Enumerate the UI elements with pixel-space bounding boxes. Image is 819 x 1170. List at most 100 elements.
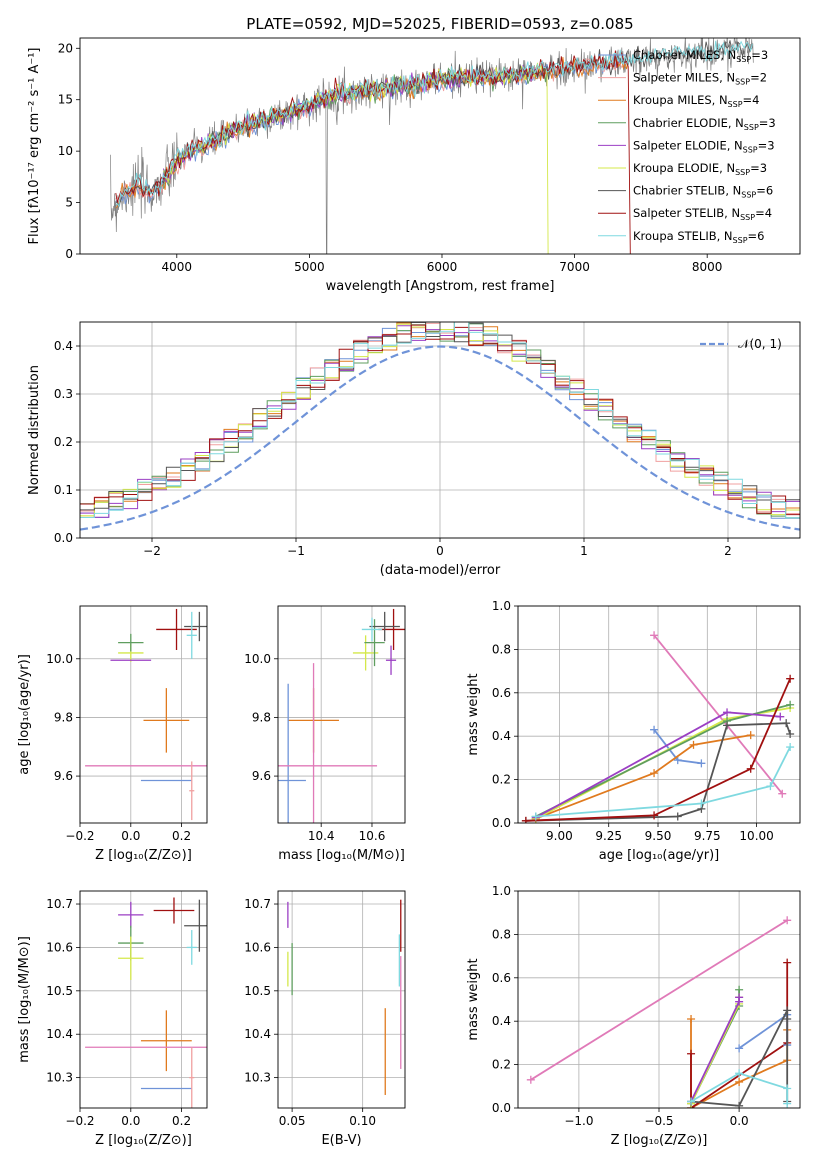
errorbar-point-salpeter_elodie [385, 645, 397, 675]
residual-histogram-kroupa_stelib [80, 322, 800, 519]
y-tick-label: 10.5 [46, 984, 73, 998]
y-tick-label: 0.4 [54, 339, 73, 353]
legend-subscript: SSP [741, 191, 756, 200]
y-tick-label: 5 [65, 196, 73, 210]
residual-histogram-salpeter_stelib [80, 324, 800, 516]
x-tick-label: 1 [580, 544, 588, 558]
series-marker-salpeter_elodie [735, 993, 744, 1002]
x-tick-label: 9.25 [595, 829, 622, 843]
series-line-chabrier_miles [738, 1012, 789, 1050]
legend-subscript: SSP [740, 213, 755, 222]
series-line-kroupa_stelib [535, 746, 791, 818]
x-tick-label: 9.00 [546, 829, 573, 843]
legend-subscript: SSP [744, 123, 759, 132]
series-marker-kroupa_stelib [697, 799, 706, 808]
legend-suffix: =4 [755, 206, 772, 220]
legend-text: Kroupa STELIB, N [633, 229, 733, 243]
y-tick-label: 1.0 [492, 599, 511, 613]
legend-text: Kroupa ELODIE, N [633, 161, 735, 175]
series-line-kroupa_miles [535, 734, 751, 820]
y-tick-label: 10.6 [244, 940, 271, 954]
series-marker-salpeter_stelib [783, 958, 792, 967]
x-tick-label: 10.4 [308, 829, 335, 843]
y-tick-label: 0.4 [492, 729, 511, 743]
errorbar-point-salpeter_miles [189, 761, 195, 821]
series-marker-kroupa_miles [687, 1015, 696, 1024]
x-tick-label: 8000 [692, 260, 723, 274]
x-tick-label: 0.10 [349, 1114, 376, 1128]
x-tick-label: 5000 [294, 260, 325, 274]
legend-entry-kroupa_miles: Kroupa MILES, NSSP=4 [633, 93, 759, 109]
series-marker-kroupa_stelib [766, 782, 775, 791]
legend-text: Salpeter MILES, N [633, 71, 735, 85]
legend-subscript: SSP [736, 55, 751, 64]
legend-suffix: =4 [743, 93, 760, 107]
series-marker-chabrier_miles [735, 1044, 744, 1053]
y-tick-label: 10 [58, 144, 73, 158]
errorbar-point-kroupa_elodie [118, 936, 144, 980]
y-tick-label: 20 [58, 41, 73, 55]
x-axis-label: wavelength [Angstrom, rest frame] [326, 279, 555, 294]
massweight_vs_age-plot-area [521, 631, 795, 823]
series-marker-pink [650, 631, 659, 640]
y-tick-label: 0.2 [492, 1058, 511, 1072]
series-marker-salpeter_stelib [746, 764, 755, 773]
series-marker-chabrier_stelib [673, 812, 682, 821]
x-tick-label: 0.2 [172, 829, 191, 843]
legend-entry-kroupa_stelib: Kroupa STELIB, NSSP=6 [633, 229, 764, 245]
x-axis-label: mass [log₁₀(M/M⊙)] [278, 848, 405, 863]
y-tick-label: 10.5 [244, 984, 271, 998]
x-tick-label: 0.0 [121, 829, 140, 843]
errorbar-point-kroupa_stelib [186, 930, 197, 965]
errorbar-point-salpeter_miles [189, 1047, 195, 1108]
legend-entry-chabrier_miles: Chabrier MILES, NSSP=3 [633, 48, 768, 64]
x-axis-label: age [log₁₀(age/yr)] [599, 848, 720, 863]
series-line-chabrier_stelib [525, 722, 791, 822]
series-marker-salpeter_stelib [521, 816, 530, 823]
errorbar-point-chabrier_stelib [184, 899, 207, 952]
x-axis-label: (data-model)/error [380, 563, 501, 578]
y-tick-label: 0.4 [492, 1014, 511, 1028]
y-axis-label: Normed distribution [27, 365, 42, 495]
x-tick-label: 0.2 [172, 1114, 191, 1128]
age_vs_mass-plot-area [278, 608, 405, 823]
series-marker-chabrier_elodie [786, 700, 795, 709]
series-marker-kroupa_stelib [786, 743, 795, 752]
y-tick-label: 10.0 [244, 652, 271, 666]
y-tick-label: 1.0 [492, 884, 511, 898]
y-axis-label: mass weight [466, 958, 481, 1040]
series-line-pink [653, 634, 783, 795]
mass_vs_ebv-axes: 0.05 0.10 10.3 10.4 10.5 10.6 10.7 E(B-V) [244, 891, 405, 1148]
legend-entry-salpeter_miles: Salpeter MILES, NSSP=2 [633, 71, 767, 87]
errorbar-point-salpeter_stelib [378, 608, 405, 650]
x-tick-label: 4000 [162, 260, 193, 274]
legend-suffix: =6 [756, 184, 773, 198]
legend-entry-chabrier_elodie: Chabrier ELODIE, NSSP=3 [633, 116, 776, 132]
y-tick-label: 15 [58, 93, 73, 107]
figure-title: PLATE=0592, MJD=52025, FIBERID=0593, z=0… [246, 15, 633, 33]
series-marker-chabrier_stelib [782, 719, 791, 728]
series-marker-kroupa_miles [746, 731, 755, 740]
spectrum-frame [79, 37, 801, 255]
x-axis-label: Z [log₁₀(Z/Z⊙)] [95, 848, 192, 863]
age_vs_Z-axes: −0.2 0.0 0.2 9.6 9.8 10.0 Z [log₁₀(Z/Z⊙)] age [… [17, 606, 207, 863]
y-tick-label: 0.2 [54, 435, 73, 449]
legend-subscript: SSP [743, 145, 758, 154]
y-tick-label: 9.8 [54, 710, 73, 724]
errorbar-point-salpeter_stelib [153, 897, 195, 924]
legend-subscript: SSP [728, 100, 743, 109]
massweight_vs_Z-frame [517, 890, 801, 1109]
errorbar-point-salpeter_stelib [156, 608, 197, 650]
y-tick-label: 0.3 [54, 387, 73, 401]
mass_vs_ebv-plot-area [287, 899, 402, 1095]
legend-suffix: =2 [750, 71, 767, 85]
x-tick-label: 9.50 [645, 829, 672, 843]
legend-suffix: =3 [758, 138, 775, 152]
y-tick-label: 0.0 [54, 531, 73, 545]
series-marker-chabrier_miles [650, 725, 659, 734]
x-axis-label: E(B-V) [321, 1133, 361, 1148]
legend-entry-salpeter_elodie: Salpeter ELODIE, NSSP=3 [633, 138, 775, 154]
y-tick-label: 0.0 [492, 1101, 511, 1115]
series-marker-chabrier_miles [697, 759, 706, 768]
x-tick-label: −1.0 [564, 1114, 593, 1128]
